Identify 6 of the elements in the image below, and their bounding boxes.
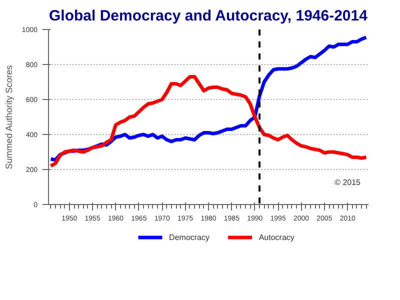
line-series [49,75,368,168]
chart-title: Global Democracy and Autocracy, 1946-2014 [48,8,368,24]
legend-label: Autocracy [258,233,294,242]
y-axis-title: Summed Authority Scores [4,64,14,170]
legend-label: Democracy [169,233,210,242]
annotation: © 2015 [334,178,362,187]
